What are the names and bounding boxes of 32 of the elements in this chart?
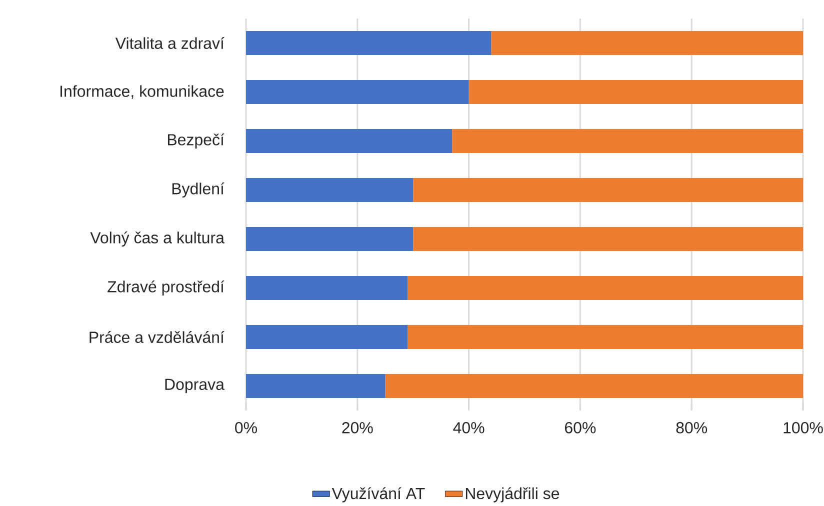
legend-label: Nevyjádřili se xyxy=(466,487,560,502)
bar xyxy=(385,374,804,398)
y-tick-label: Doprava xyxy=(165,378,224,394)
y-tick-label: Informace, komunikace xyxy=(60,85,224,99)
x-tick-label: 20% xyxy=(342,422,373,434)
x-tick-label: 100% xyxy=(784,422,823,434)
bar xyxy=(246,374,386,398)
bar xyxy=(413,178,804,202)
bar xyxy=(246,325,408,350)
x-tick-label: 40% xyxy=(453,422,484,434)
y-tick-label: Bezpečí xyxy=(168,133,224,149)
y-tick-label: Volný čas a kultura xyxy=(90,231,224,247)
bar xyxy=(413,227,804,252)
y-tick-label: Zdravé prostředí xyxy=(108,280,224,296)
bar xyxy=(246,227,414,252)
x-tick-label: 80% xyxy=(676,422,708,434)
bar xyxy=(408,276,804,300)
bar xyxy=(246,80,469,104)
bar xyxy=(452,129,804,154)
y-tick-label: Bydlení xyxy=(172,182,224,198)
y-tick-label: Vitalita a zdraví xyxy=(115,37,224,49)
bar xyxy=(491,31,804,56)
y-tick-label: Práce a vzdělávání xyxy=(90,331,224,343)
bar xyxy=(468,80,804,104)
bar xyxy=(246,129,452,154)
x-tick-label: 0% xyxy=(235,422,257,434)
bar xyxy=(246,31,492,56)
bar xyxy=(246,178,414,202)
bar xyxy=(408,325,804,350)
x-tick-label: 60% xyxy=(565,422,596,434)
bar xyxy=(246,276,408,300)
legend-label: Využívání AT xyxy=(332,487,425,502)
